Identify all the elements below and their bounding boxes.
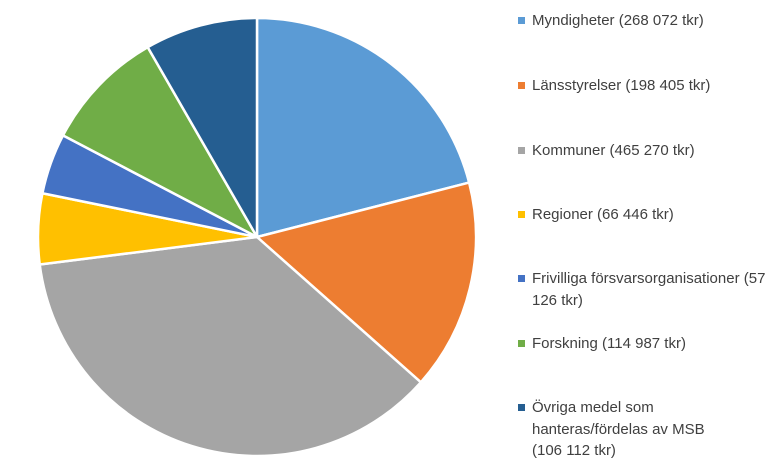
legend-item-frivilliga: Frivilliga försvarsorganisationer (57 12… xyxy=(518,268,780,311)
legend-item-ovriga: Övriga medel som hanteras/fördelas av MS… xyxy=(518,397,780,462)
pie-slice-forskning xyxy=(61,45,259,239)
legend-item-lansstyrelser: Länsstyrelser (198 405 tkr) xyxy=(518,75,780,97)
legend-label-ovriga: Övriga medel som hanteras/fördelas av MS… xyxy=(532,399,705,459)
legend-item-kommuner: Kommuner (465 270 tkr) xyxy=(518,140,780,162)
pie-slice-myndigheter xyxy=(255,16,471,239)
legend-label-forskning: Forskning (114 987 tkr) xyxy=(532,335,686,352)
pie-slice-lansstyrelser xyxy=(255,181,478,384)
legend-swatch-lansstyrelser xyxy=(518,82,525,89)
legend-label-kommuner: Kommuner (465 270 tkr) xyxy=(532,142,695,159)
legend-swatch-forskning xyxy=(518,340,525,347)
legend-item-myndigheter: Myndigheter (268 072 tkr) xyxy=(518,10,780,32)
legend-label-frivilliga: Frivilliga försvarsorganisationer (57 12… xyxy=(532,270,766,309)
legend-swatch-frivilliga xyxy=(518,275,525,282)
legend-label-myndigheter: Myndigheter (268 072 tkr) xyxy=(532,12,704,29)
pie-chart xyxy=(36,16,478,458)
legend-swatch-myndigheter xyxy=(518,17,525,24)
legend-item-forskning: Forskning (114 987 tkr) xyxy=(518,333,780,355)
pie-slice-kommuner xyxy=(38,235,423,458)
legend-label-lansstyrelser: Länsstyrelser (198 405 tkr) xyxy=(532,77,711,94)
pie-slice-ovriga xyxy=(146,16,259,239)
legend-swatch-ovriga xyxy=(518,404,525,411)
legend-item-regioner: Regioner (66 446 tkr) xyxy=(518,204,780,226)
legend-label-regioner: Regioner (66 446 tkr) xyxy=(532,206,674,223)
legend-swatch-regioner xyxy=(518,211,525,218)
legend-swatch-kommuner xyxy=(518,147,525,154)
